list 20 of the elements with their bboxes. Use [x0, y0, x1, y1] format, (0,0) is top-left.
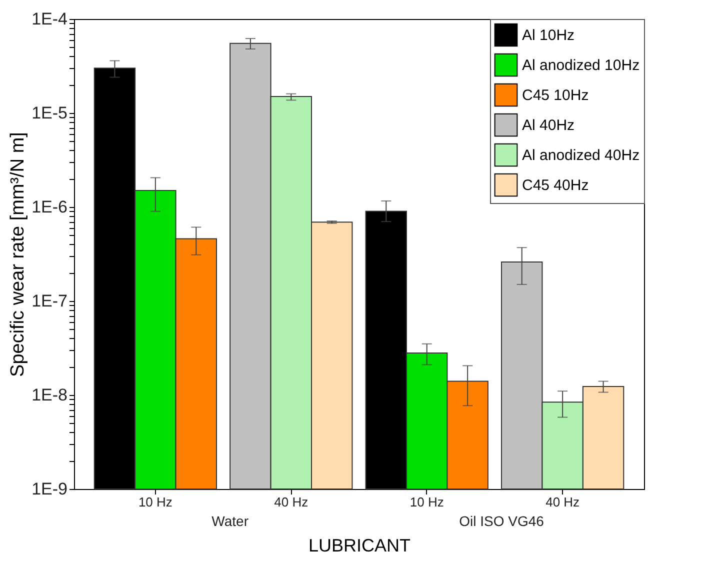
x-tick-label: 40 Hz — [274, 494, 308, 510]
legend-label: C45 40Hz — [522, 177, 589, 194]
text: Oil ISO VG46 — [459, 513, 544, 529]
y-tick-label: 1E-8 — [32, 386, 68, 404]
y-tick-label: 1E-6 — [32, 198, 68, 216]
y-tick-label: 1E-4 — [32, 10, 68, 28]
legend-label: Al anodized 10Hz — [522, 57, 640, 74]
x-tick-label: 40 Hz — [546, 494, 580, 510]
x-tick-label: 10 Hz — [138, 494, 172, 510]
legend-label: Al anodized 40Hz — [522, 147, 640, 164]
y-axis-title: Specific wear rate [mm³/N m] — [8, 132, 29, 377]
y-tick-label: 1E-7 — [32, 292, 68, 310]
text: Water — [212, 513, 249, 529]
legend-label: Al 40Hz — [522, 117, 575, 134]
legend-label: Al 10Hz — [522, 27, 575, 44]
x-tick-label: 10 Hz — [410, 494, 444, 510]
y-tick-label: 1E-5 — [32, 104, 68, 122]
y-tick-label: 1E-9 — [32, 480, 68, 498]
x-axis-title: LUBRICANT — [308, 536, 411, 556]
legend-label: C45 10Hz — [522, 87, 589, 104]
